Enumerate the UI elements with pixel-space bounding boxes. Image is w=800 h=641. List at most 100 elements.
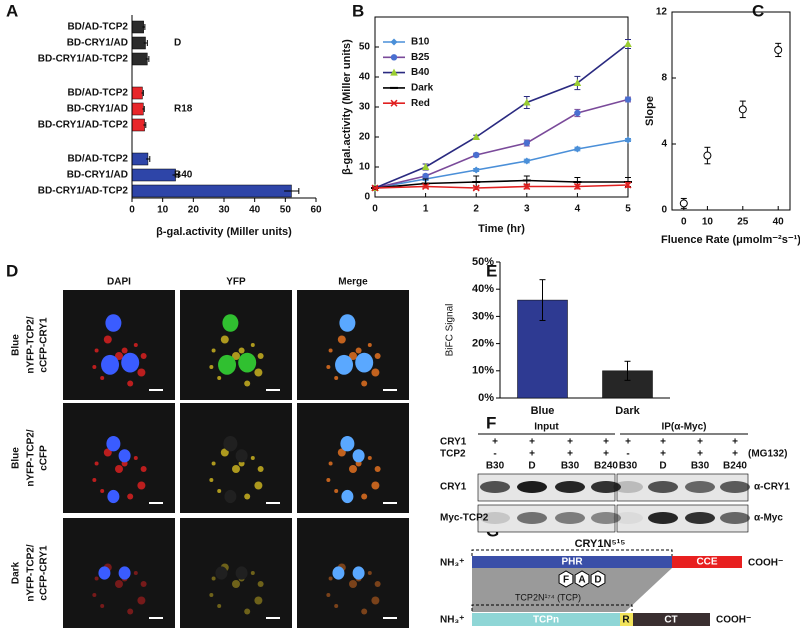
band [685,512,715,524]
x-tick-label: 50 [280,205,292,216]
speck [244,608,251,615]
condition-sign: + [660,449,666,460]
nucleus [222,314,239,332]
nucleus [118,566,131,580]
row-construct: cCFP-CRY1 [39,545,50,601]
protein-title: TCP2N¹⁷⁴ (TCP) [515,592,581,602]
condition-sign: + [732,449,738,460]
speck [328,576,333,581]
y-tick-label: 0% [478,392,494,404]
column-header: Merge [338,277,368,288]
y-axis-label: β-gal.activity (Miller units) [341,39,353,175]
condition-sign: + [697,437,703,448]
marker [472,184,480,192]
speck [217,604,222,608]
marker [573,145,581,153]
hexagon [574,570,590,588]
marker [624,96,632,103]
band [517,481,547,493]
speck [334,604,339,608]
speck [361,380,368,387]
speck [257,353,264,359]
nucleus [224,489,237,504]
marker [574,109,581,117]
speck [209,478,214,482]
bracket [471,604,633,611]
speck [137,481,146,490]
nucleus [341,489,354,504]
condition-sign: + [567,449,573,460]
nucleus [335,354,354,375]
group-label: B40 [174,170,193,181]
marker [472,166,480,174]
legend-label: B25 [411,52,430,63]
speck [254,596,263,605]
row-construct: nYFP-TCP2/ [26,429,37,486]
speck [367,343,372,347]
marker [523,98,531,106]
speck [254,368,263,377]
condition-sign: + [567,437,573,448]
speck [367,456,372,460]
domain [620,613,633,626]
panel-label: C [752,1,764,20]
hexagon [590,570,606,588]
speck [137,368,146,377]
protein-title: CRY1N⁵¹⁵ [575,538,626,550]
terminus: NH₃⁺ [440,558,464,569]
nucleus [332,566,345,580]
group-label: D [174,38,181,49]
speck [349,465,357,473]
x-tick-label: 5 [625,204,631,215]
speck [257,581,264,587]
series-line [374,43,629,189]
y-tick-label: 0 [661,205,667,216]
category-label: BD-CRY1/AD-TCP2 [38,186,129,197]
band [555,512,585,524]
speck [220,335,229,344]
speck [257,466,264,472]
legend-label: B40 [411,67,430,78]
x-tick-label: 40 [773,217,785,228]
x-tick-label: Dark [615,405,640,417]
micrograph [297,290,409,400]
condition-sign: + [625,437,631,448]
speck [92,478,97,482]
bar [131,184,292,198]
point [774,45,783,54]
x-tick-label: Blue [531,405,555,417]
legend-label: Dark [411,83,434,94]
speck [140,353,147,359]
condition-label: TCP2 [440,449,466,460]
speck [103,448,112,457]
marker [422,172,429,180]
speck [94,348,99,353]
domain-label: CCE [696,557,717,568]
speck [355,347,362,354]
plot-frame [671,11,791,211]
y-axis-label: Slope [644,96,656,126]
marker [624,40,632,47]
condition-sign: + [660,437,666,448]
speck [100,376,105,380]
bar [131,52,148,66]
nucleus [235,566,248,580]
nucleus [238,352,257,373]
speck [374,466,381,472]
x-tick-label: 0 [681,217,687,228]
marker [624,136,632,144]
speck [254,481,263,490]
speck [334,489,339,493]
marker [390,99,398,107]
band [613,512,643,524]
point [703,151,712,160]
category-label: BD-CRY1/AD [67,38,128,49]
x-tick-label: 0 [129,205,135,216]
legend-label: B10 [411,37,430,48]
speck [238,347,245,354]
y-tick-label: 10% [472,365,494,377]
treatment-label: B30 [561,461,580,472]
marker [371,184,379,192]
point [679,199,688,208]
